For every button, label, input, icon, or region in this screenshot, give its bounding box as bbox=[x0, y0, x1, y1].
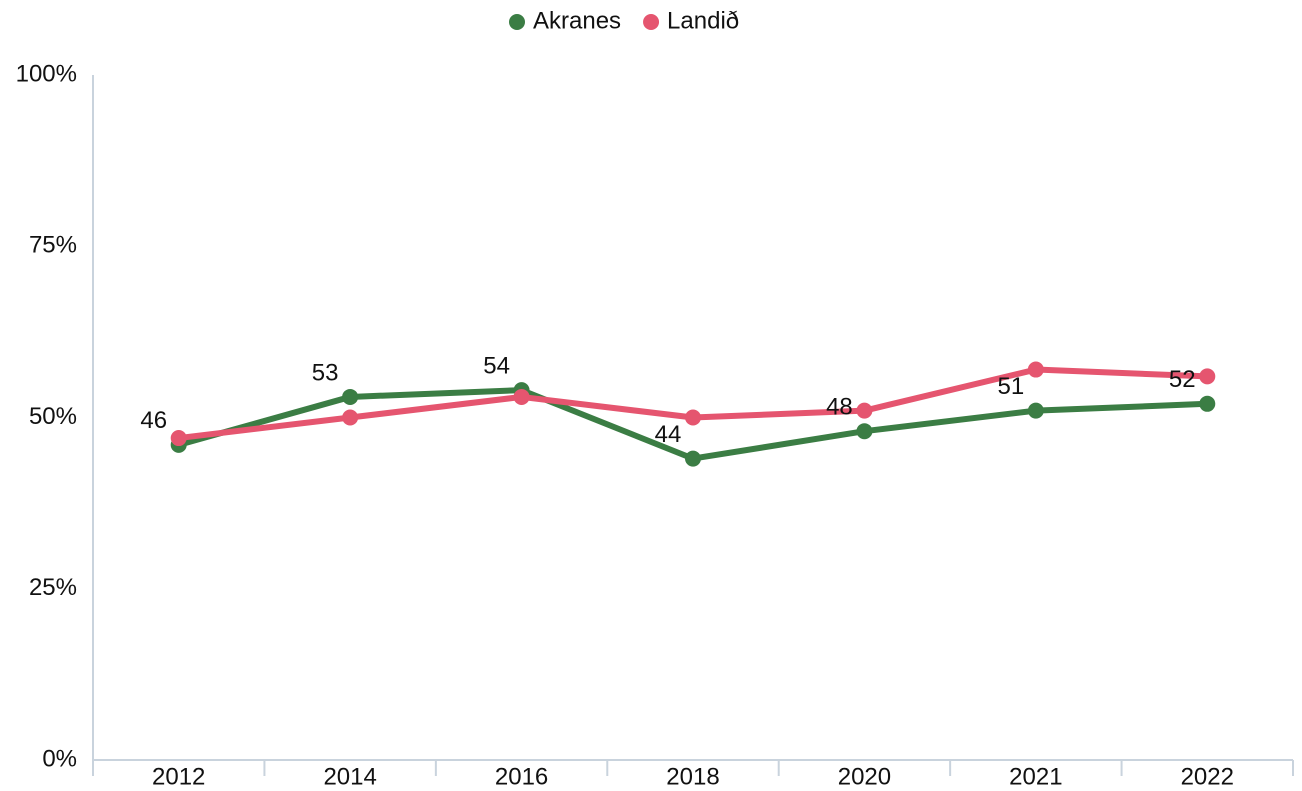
y-tick-label: 75% bbox=[29, 232, 77, 259]
x-tick-label: 2018 bbox=[666, 763, 719, 790]
x-tick-label: 2021 bbox=[1009, 763, 1062, 790]
data-label: 52 bbox=[1169, 366, 1196, 393]
point bbox=[685, 409, 701, 426]
data-label: 44 bbox=[655, 421, 682, 448]
y-tick-label: 50% bbox=[29, 403, 77, 430]
data-label: 48 bbox=[826, 394, 853, 421]
data-label: 53 bbox=[312, 359, 339, 386]
y-tick-label: 0% bbox=[42, 745, 77, 772]
point bbox=[1027, 402, 1044, 419]
x-tick-label: 2014 bbox=[323, 763, 376, 790]
data-label: 51 bbox=[998, 373, 1025, 400]
legend-marker bbox=[643, 14, 660, 30]
data-label: 46 bbox=[140, 407, 167, 434]
x-tick-label: 2016 bbox=[495, 763, 548, 790]
point bbox=[685, 450, 701, 467]
point bbox=[856, 402, 873, 419]
point bbox=[1199, 368, 1216, 385]
point bbox=[1027, 361, 1044, 378]
point bbox=[342, 409, 359, 426]
x-tick-label: 2020 bbox=[838, 763, 891, 790]
point bbox=[856, 423, 873, 440]
point bbox=[170, 430, 187, 447]
data-label: 54 bbox=[483, 352, 510, 379]
legend-label: Landið bbox=[667, 7, 739, 34]
point bbox=[513, 388, 530, 405]
y-tick-label: 25% bbox=[29, 574, 77, 601]
legend-marker bbox=[509, 14, 525, 30]
x-tick-label: 2022 bbox=[1181, 763, 1234, 790]
x-tick-label: 2012 bbox=[152, 763, 205, 790]
point bbox=[1199, 395, 1216, 412]
y-tick-label: 100% bbox=[16, 60, 77, 87]
point bbox=[342, 388, 359, 405]
legend-label: Akranes bbox=[533, 7, 621, 34]
